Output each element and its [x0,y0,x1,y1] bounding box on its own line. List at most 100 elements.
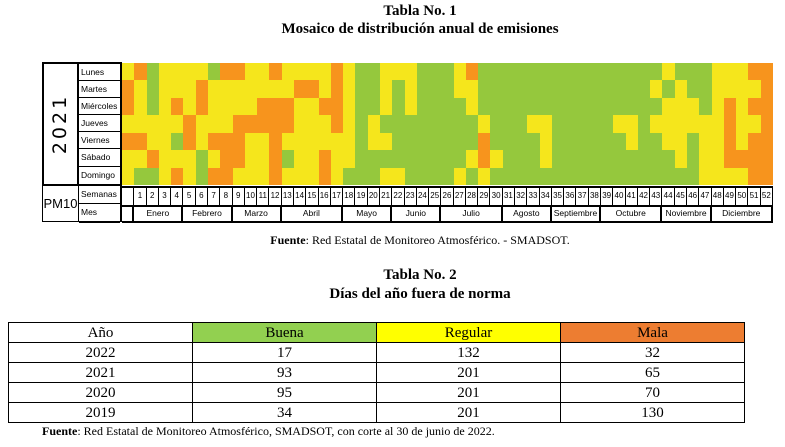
day-label: Lunes [79,64,122,82]
mosaic-cell [723,132,737,151]
mosaic-cell [637,97,651,116]
mosaic-cell [490,97,503,116]
mosaic-cell [269,97,282,116]
mosaic-cell [392,80,405,98]
week-number: 21 [380,188,393,205]
mosaic-cell [527,167,540,185]
week-number: 23 [405,188,417,205]
week-number: 29 [478,188,491,205]
mosaic-cell [146,167,159,185]
table2-source: Fuente: Red Estatal de Monitoreo Atmosfé… [42,424,495,439]
mosaic-cell [158,97,172,116]
day-label: Domingo [79,166,122,184]
mosaic-cell [232,167,245,185]
day-label: Sábado [79,149,122,167]
mosaic-cell [429,63,442,81]
mosaic-cell [478,132,491,151]
mosaic-cell [625,132,638,151]
month-label: Febrero [183,205,233,221]
mosaic-cell [183,63,196,81]
month-label: Marzo [233,205,282,221]
buena-cell: 93 [192,362,377,383]
mosaic-cell [687,80,700,98]
mosaic-cell [281,132,294,151]
mosaic-cell [465,97,479,116]
mosaic-cell [343,97,356,116]
mosaic-cell [687,115,700,133]
mosaic-cell [122,80,135,98]
year-cell: 2021 [8,362,193,383]
mosaic-cell [171,97,184,116]
week-number: 52 [761,188,773,205]
regular-cell: 201 [376,402,561,423]
month-label: Junio [392,205,442,221]
week-number: 45 [675,188,688,205]
mosaic-cell [269,150,282,168]
mosaic-cell [183,97,196,116]
mosaic-cell [318,80,331,98]
mosaic-cell [257,115,270,133]
mosaic-cell [601,150,614,168]
mosaic-cell [711,115,724,133]
mosaic-cell [625,167,638,185]
mosaic-cell [551,97,565,116]
month-label: Octubre [601,205,663,221]
mosaic-cell [158,167,172,185]
mosaic-cell [650,132,663,151]
mosaic-cell [122,167,135,185]
mosaic-cell [502,63,516,81]
mosaic-cell [662,150,675,168]
mosaic-cell [576,80,589,98]
mosaic-cell [687,167,700,185]
mosaic-cell [392,150,405,168]
mosaic-cell [355,63,368,81]
mosaic-cell [232,115,245,133]
table-row: 2021 93 201 65 [8,362,745,383]
mosaic-cell [207,63,221,81]
mosaic-cell [269,167,282,185]
mosaic-cell [183,150,196,168]
mosaic-cell [367,80,380,98]
year-cell: 2020 [8,382,193,403]
mosaic-cell [601,115,614,133]
mosaic-cell [416,80,430,98]
week-number: 51 [748,188,761,205]
mosaic-cell [330,80,344,98]
mosaic-cell [748,132,761,151]
month-label: Mes [79,204,120,223]
mosaic-cell [650,80,663,98]
mosaic-cell [293,80,307,98]
mosaic-cell [674,63,688,81]
mosaic-cell [711,132,724,151]
mosaic-cell [502,80,516,98]
week-number: 17 [331,188,344,205]
mosaic-cell [736,80,749,98]
mosaic-cell [392,115,405,133]
mosaic-cell [318,167,331,185]
mosaic-cell [502,97,516,116]
mosaic-cell [134,115,147,133]
mosaic-cell [527,80,540,98]
mosaic-cell [134,132,147,151]
regular-cell: 201 [376,362,561,383]
table-row: 2019 34 201 130 [8,402,745,423]
mosaic-cell [195,150,208,168]
mosaic-cell [220,80,233,98]
mosaic-cell [502,167,516,185]
mosaic-cell [453,80,466,98]
buena-cell: 17 [192,342,377,363]
mosaic-cell [207,132,221,151]
mosaic-cell [343,150,356,168]
mosaic-cell [122,97,135,116]
mosaic-cell [588,97,602,116]
mosaic-cell [576,132,589,151]
mosaic-cell [465,80,479,98]
week-number: 44 [662,188,675,205]
mosaic-cell [515,80,528,98]
mosaic-cell [183,167,196,185]
mosaic-cell [134,150,147,168]
table1-source: Fuente: Red Estatal de Monitoreo Atmosfé… [0,233,785,248]
mosaic-cell [723,150,737,168]
mosaic-cell [502,132,516,151]
mosaic-cell [404,150,417,168]
